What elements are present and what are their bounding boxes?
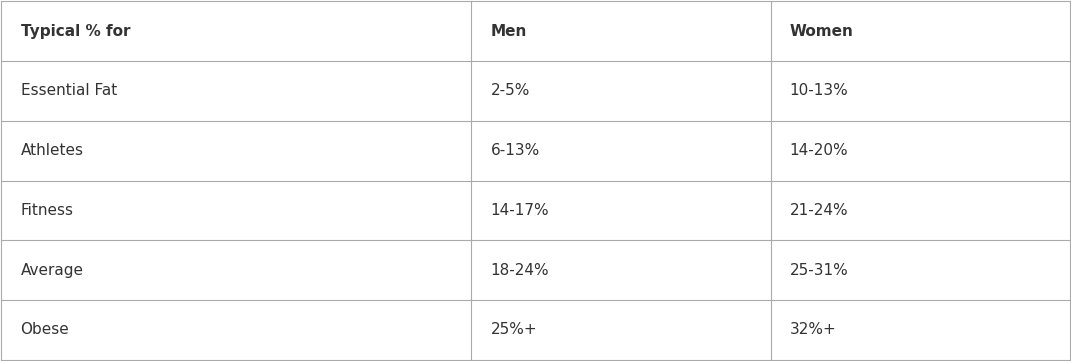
Text: 32%+: 32%+ [789, 322, 836, 337]
Text: Athletes: Athletes [20, 143, 84, 158]
Text: Obese: Obese [20, 322, 70, 337]
Text: 2-5%: 2-5% [491, 83, 530, 99]
Text: Fitness: Fitness [20, 203, 74, 218]
Text: Women: Women [789, 24, 854, 39]
Text: Men: Men [491, 24, 527, 39]
Text: 18-24%: 18-24% [491, 262, 549, 278]
Text: Average: Average [20, 262, 84, 278]
Text: 25-31%: 25-31% [789, 262, 848, 278]
Text: Essential Fat: Essential Fat [20, 83, 117, 99]
Text: Typical % for: Typical % for [20, 24, 130, 39]
Text: 14-20%: 14-20% [789, 143, 848, 158]
Text: 10-13%: 10-13% [789, 83, 848, 99]
Text: 6-13%: 6-13% [491, 143, 540, 158]
Text: 21-24%: 21-24% [789, 203, 848, 218]
Text: 14-17%: 14-17% [491, 203, 549, 218]
Text: 25%+: 25%+ [491, 322, 538, 337]
